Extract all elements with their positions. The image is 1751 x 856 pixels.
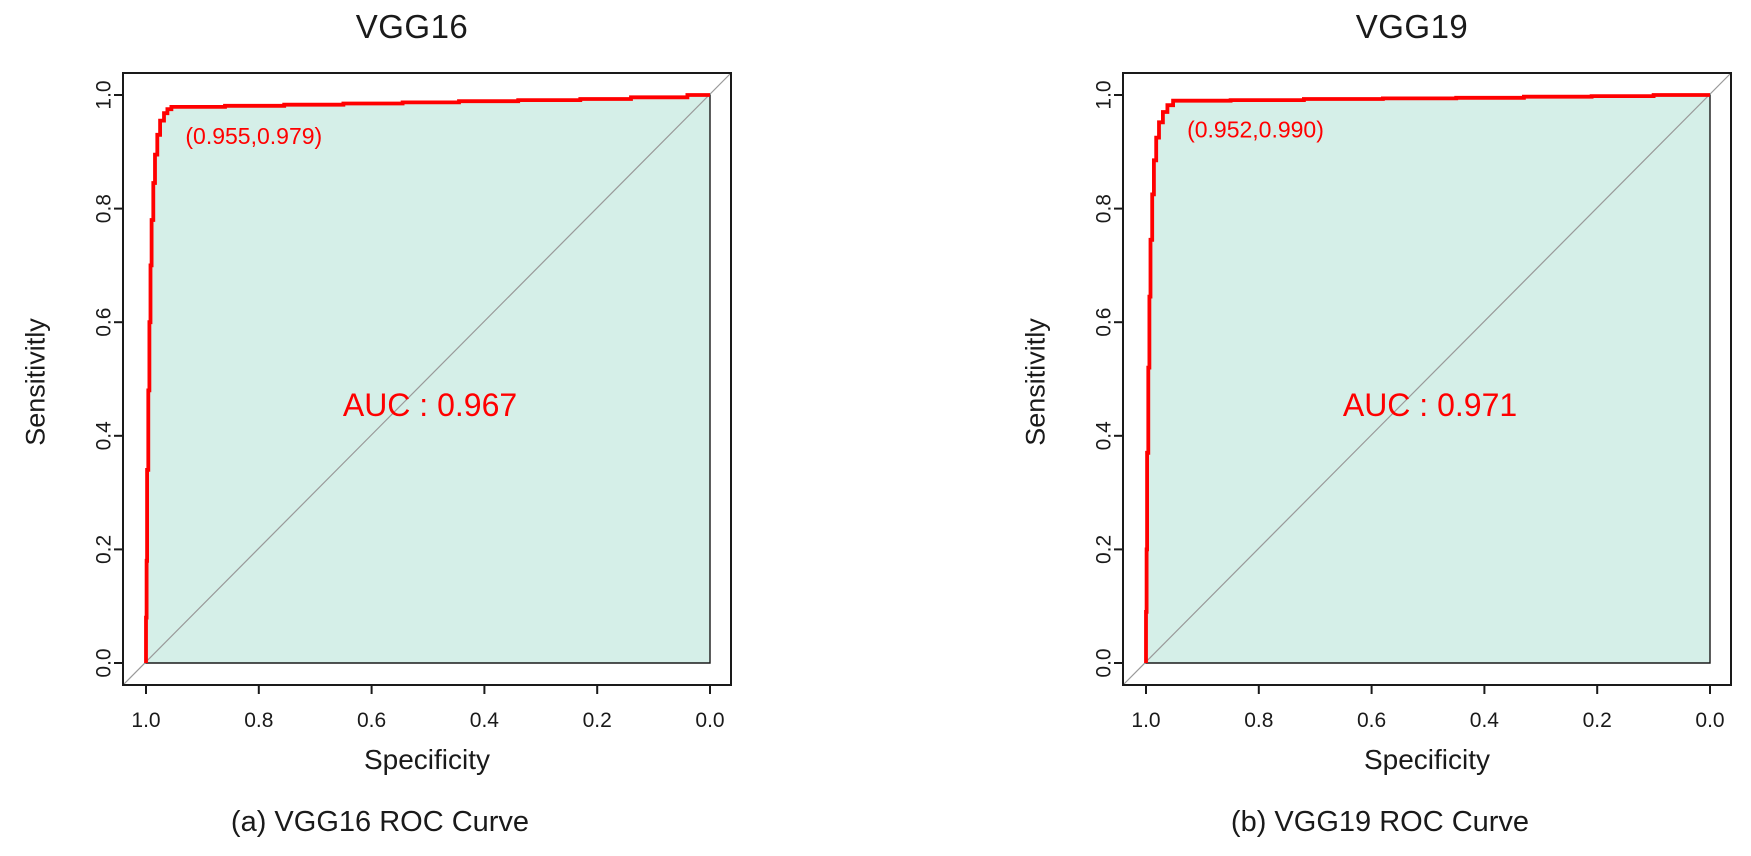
y-tick-label: 0.4 <box>93 421 116 451</box>
figure-caption: (a) VGG16 ROC Curve <box>230 806 530 838</box>
y-tick-label: 0.8 <box>93 194 116 223</box>
chance-diagonal-line <box>1122 72 1732 686</box>
x-tick-label: 0.6 <box>357 709 386 732</box>
y-tick-label: 0.4 <box>1093 421 1116 451</box>
y-axis-label: Sensitivitly <box>20 318 51 446</box>
y-tick-label: 0.0 <box>1093 648 1116 677</box>
x-tick-label: 0.2 <box>583 709 612 732</box>
roc-plot-vgg16: 1.0 0.8 0.6 0.4 0.2 0.0 0.0 0.2 0.4 0.6 0.8 1.0 (0.9… <box>93 72 732 732</box>
y-tick-label: 0.8 <box>1093 194 1116 223</box>
roc-fill-area <box>145 94 711 664</box>
optimal-point-annotation: (0.955,0.979) <box>185 123 322 149</box>
chance-diagonal-line <box>122 72 732 686</box>
x-axis-label: Specificity <box>363 744 491 775</box>
y-tick-label: 0.2 <box>93 535 116 564</box>
y-axis-label: Sensitivitly <box>1020 318 1051 446</box>
auc-value-label: AUC : 0.971 <box>1343 387 1517 423</box>
roc-panel-vgg19: 1.0 0.8 0.6 0.4 0.2 0.0 0.0 0.2 0.4 0.6 0.8 1.0 (0.9… <box>1000 0 1751 856</box>
x-tick-label: 0.4 <box>470 709 500 732</box>
x-tick-label: 0.0 <box>1695 709 1724 732</box>
x-tick-label: 1.0 <box>131 709 160 732</box>
roc-plot-vgg19: 1.0 0.8 0.6 0.4 0.2 0.0 0.0 0.2 0.4 0.6 0.8 1.0 (0.9… <box>1093 72 1732 732</box>
y-tick-label: 0.2 <box>1093 535 1116 564</box>
y-tick-label: 1.0 <box>93 80 116 109</box>
chart-title: VGG16 <box>355 8 469 45</box>
optimal-point-annotation: (0.952,0.990) <box>1187 117 1324 143</box>
roc-fill-area <box>1145 94 1711 664</box>
x-tick-label: 0.8 <box>244 709 273 732</box>
y-tick-label: 0.0 <box>93 648 116 677</box>
roc-panel-vgg16: 1.0 0.8 0.6 0.4 0.2 0.0 0.0 0.2 0.4 0.6 0.8 1.0 (0.9… <box>0 0 760 856</box>
auc-value-label: AUC : 0.967 <box>343 387 517 423</box>
roc-curve <box>144 93 710 663</box>
plot-box <box>1122 72 1732 686</box>
x-tick-label: 0.4 <box>1470 709 1500 732</box>
x-tick-label: 0.8 <box>1244 709 1273 732</box>
x-tick-label: 0.0 <box>695 709 724 732</box>
x-tick-label: 1.0 <box>1131 709 1160 732</box>
y-tick-label: 0.6 <box>1093 308 1116 337</box>
plot-box <box>122 72 732 686</box>
roc-curve <box>1144 93 1710 663</box>
x-tick-label: 0.2 <box>1583 709 1612 732</box>
x-axis-label: Specificity <box>1363 744 1491 775</box>
x-tick-label: 0.6 <box>1357 709 1386 732</box>
y-tick-label: 1.0 <box>1093 80 1116 109</box>
figure-caption: (b) VGG19 ROC Curve <box>1230 806 1530 838</box>
chart-title: VGG19 <box>1355 8 1469 45</box>
y-tick-label: 0.6 <box>93 308 116 337</box>
